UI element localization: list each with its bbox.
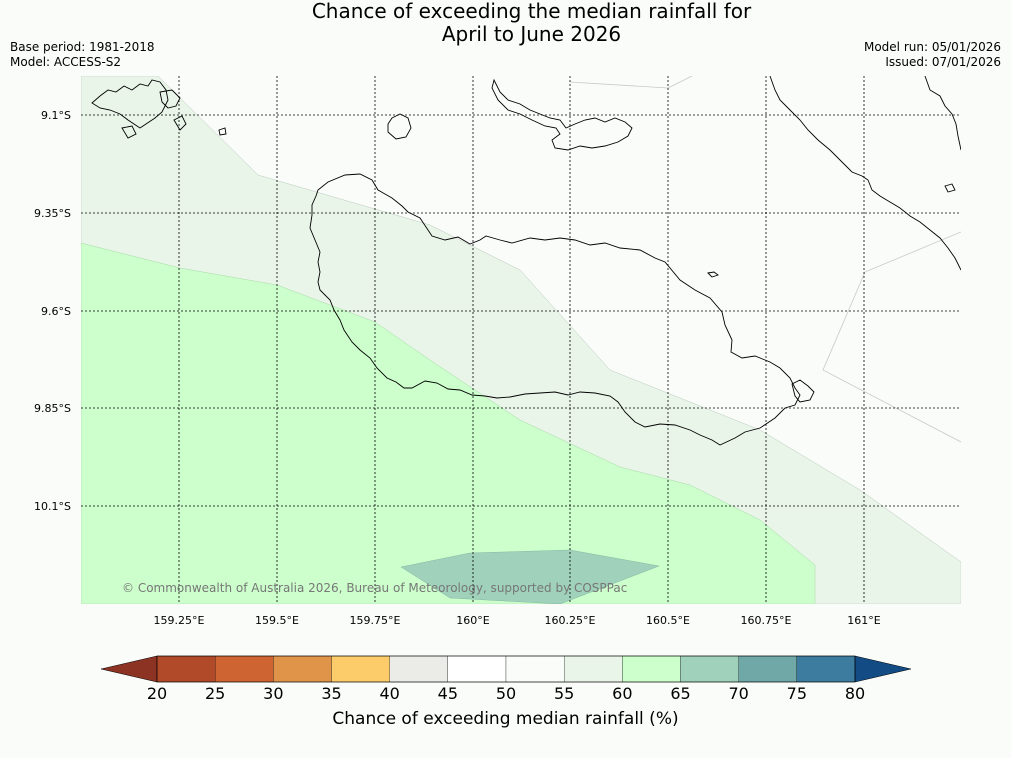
island-coastline-islet [218, 127, 227, 136]
lat-label: 9.35°S [34, 207, 71, 220]
colorbar-segment [447, 655, 507, 683]
colorbar-tick-labels: 20 25 30 35 40 45 50 55 60 65 70 75 80 [147, 684, 865, 703]
probability-band-65-70 [400, 549, 660, 604]
island-coastline-malaita [769, 76, 961, 271]
colorbar-segment [156, 655, 216, 683]
colorbar-segments [156, 655, 856, 683]
colorbar-tick-label: 75 [787, 684, 807, 703]
lon-label: 159.25°E [154, 614, 205, 627]
colorbar-segment [389, 655, 448, 683]
title-line-1: Chance of exceeding the median rainfall … [311, 0, 752, 23]
colorbar-tick-label: 80 [845, 684, 865, 703]
colorbar-tick-label: 35 [321, 684, 341, 703]
colorbar-tick-label: 50 [496, 684, 516, 703]
issued-date: Issued: 07/01/2026 [885, 55, 1001, 69]
lon-label: 160°E [456, 614, 489, 627]
lat-label: 9.1°S [41, 109, 71, 122]
colorbar-under-arrow [100, 655, 158, 683]
lon-label: 160.25°E [545, 614, 596, 627]
colorbar-tick-label: 65 [670, 684, 690, 703]
lon-label: 159.75°E [350, 614, 401, 627]
colorbar-tick-label: 70 [728, 684, 748, 703]
colorbar: 20 25 30 35 40 45 50 55 60 65 70 75 80 [100, 655, 912, 703]
lat-label: 10.1°S [34, 500, 71, 513]
island-coastline-malaita-north [924, 76, 961, 151]
lon-label: 159.5°E [255, 614, 299, 627]
colorbar-tick-label: 45 [438, 684, 458, 703]
colorbar-segment [738, 655, 797, 683]
island-coastline-nggela [491, 78, 633, 151]
colorbar-tick-label: 60 [612, 684, 632, 703]
model-name: Model: ACCESS-S2 [10, 55, 122, 69]
colorbar-tick-label: 40 [379, 684, 399, 703]
colorbar-segment [273, 655, 332, 683]
colorbar-tick-label: 25 [205, 684, 225, 703]
colorbar-tick-label: 55 [554, 684, 574, 703]
lon-label: 161°E [847, 614, 880, 627]
lon-labels: 159.25°E 159.5°E 159.75°E 160°E 160.25°E… [154, 614, 881, 627]
colorbar-segment [564, 655, 623, 683]
colorbar-over-arrow [854, 655, 912, 683]
lon-label: 160.5°E [646, 614, 690, 627]
map-title: Chance of exceeding the median rainfall … [0, 0, 1011, 46]
base-period: Base period: 1981-2018 [10, 40, 155, 54]
colorbar-tick-label: 20 [147, 684, 167, 703]
colorbar-segment [680, 655, 739, 683]
gridlines [81, 76, 961, 604]
island-coastline-marau [791, 379, 815, 403]
colorbar-segment [796, 655, 856, 683]
boundary-line [569, 81, 669, 89]
title-line-2: April to June 2026 [441, 22, 622, 46]
copyright-text: © Commonwealth of Australia 2026, Bureau… [122, 581, 627, 595]
colorbar-segment [331, 655, 390, 683]
colorbar-segment [622, 655, 681, 683]
colorbar-segment [215, 655, 274, 683]
boundary-line [822, 231, 961, 443]
island-coastline-russell [91, 79, 169, 129]
boundary-line [667, 76, 693, 89]
island-coastline-guadalcanal [309, 173, 801, 446]
island-coastline-islet [944, 183, 956, 193]
meta-right: Model run: 05/01/2026 Issued: 07/01/2026 [864, 40, 1001, 70]
island-coastline-islet [707, 271, 719, 278]
colorbar-segment [505, 655, 565, 683]
lat-label: 9.6°S [41, 305, 71, 318]
lon-label: 160.75°E [741, 614, 792, 627]
island-coastline-islet [121, 125, 137, 139]
colorbar-tick-label: 30 [263, 684, 283, 703]
colorbar-label: Chance of exceeding median rainfall (%) [332, 709, 679, 729]
map-area [81, 76, 961, 604]
island-coastline-russell-small [159, 89, 181, 109]
colorbar-frame [156, 655, 856, 683]
meta-left: Base period: 1981-2018 Model: ACCESS-S2 [10, 40, 155, 70]
lat-label: 9.85°S [34, 402, 71, 415]
lat-labels: 9.1°S 9.35°S 9.6°S 9.85°S 10.1°S [34, 109, 71, 513]
model-run: Model run: 05/01/2026 [863, 40, 1001, 54]
